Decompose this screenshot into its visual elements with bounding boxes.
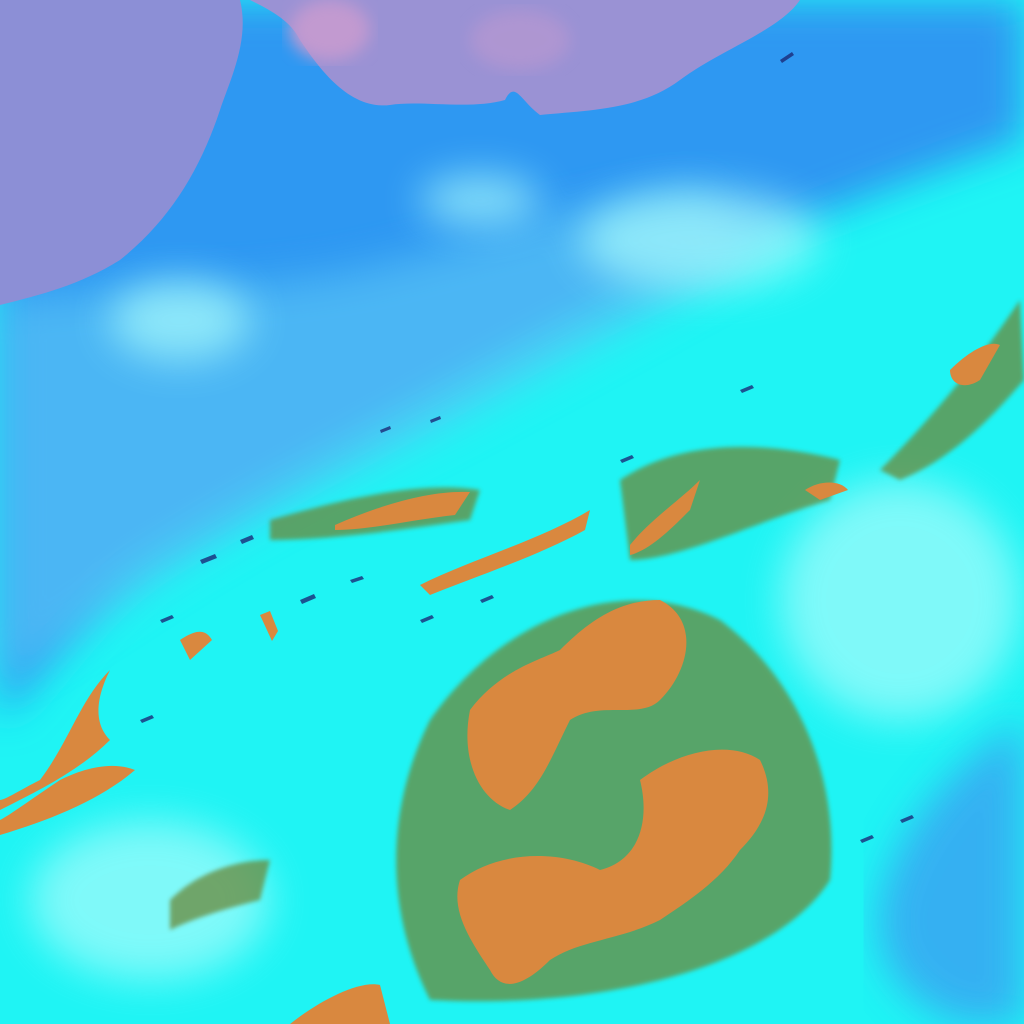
bright-cloud-patches xyxy=(30,175,1020,980)
clear-sky-band xyxy=(0,0,1024,720)
land-pink-patch xyxy=(470,10,570,70)
high-cloud-tops xyxy=(0,343,1000,1024)
land-area xyxy=(0,0,243,305)
clear-region-southeast xyxy=(878,720,1024,1024)
land-pink-patch xyxy=(290,0,370,60)
